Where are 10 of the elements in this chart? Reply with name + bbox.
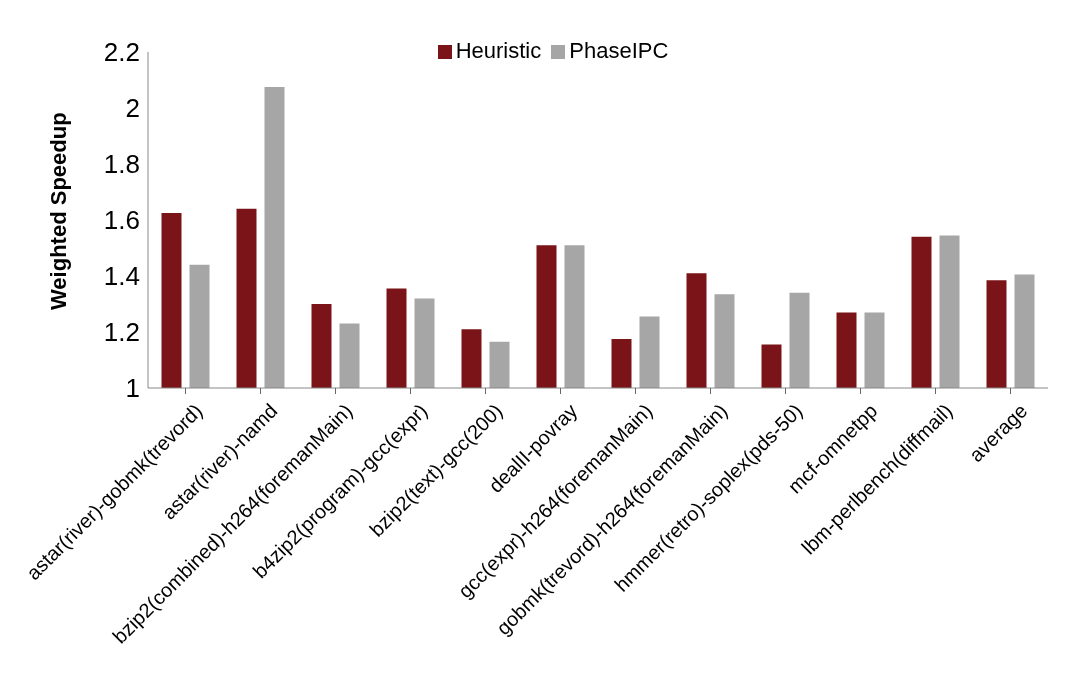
- y-tick-label: 1.8: [103, 149, 140, 180]
- y-tick-label: 2.2: [103, 37, 140, 68]
- y-tick-label: 2: [125, 93, 140, 124]
- legend-label: Heuristic: [455, 38, 542, 63]
- y-axis-title: Weighted Speedup: [45, 112, 71, 310]
- y-tick-label: 1.4: [103, 261, 140, 292]
- y-tick-label: 1: [125, 373, 140, 404]
- y-tick-label: 1.6: [103, 205, 140, 236]
- y-tick-label: 1.2: [103, 317, 140, 348]
- legend-label: PhaseIPC: [569, 38, 669, 63]
